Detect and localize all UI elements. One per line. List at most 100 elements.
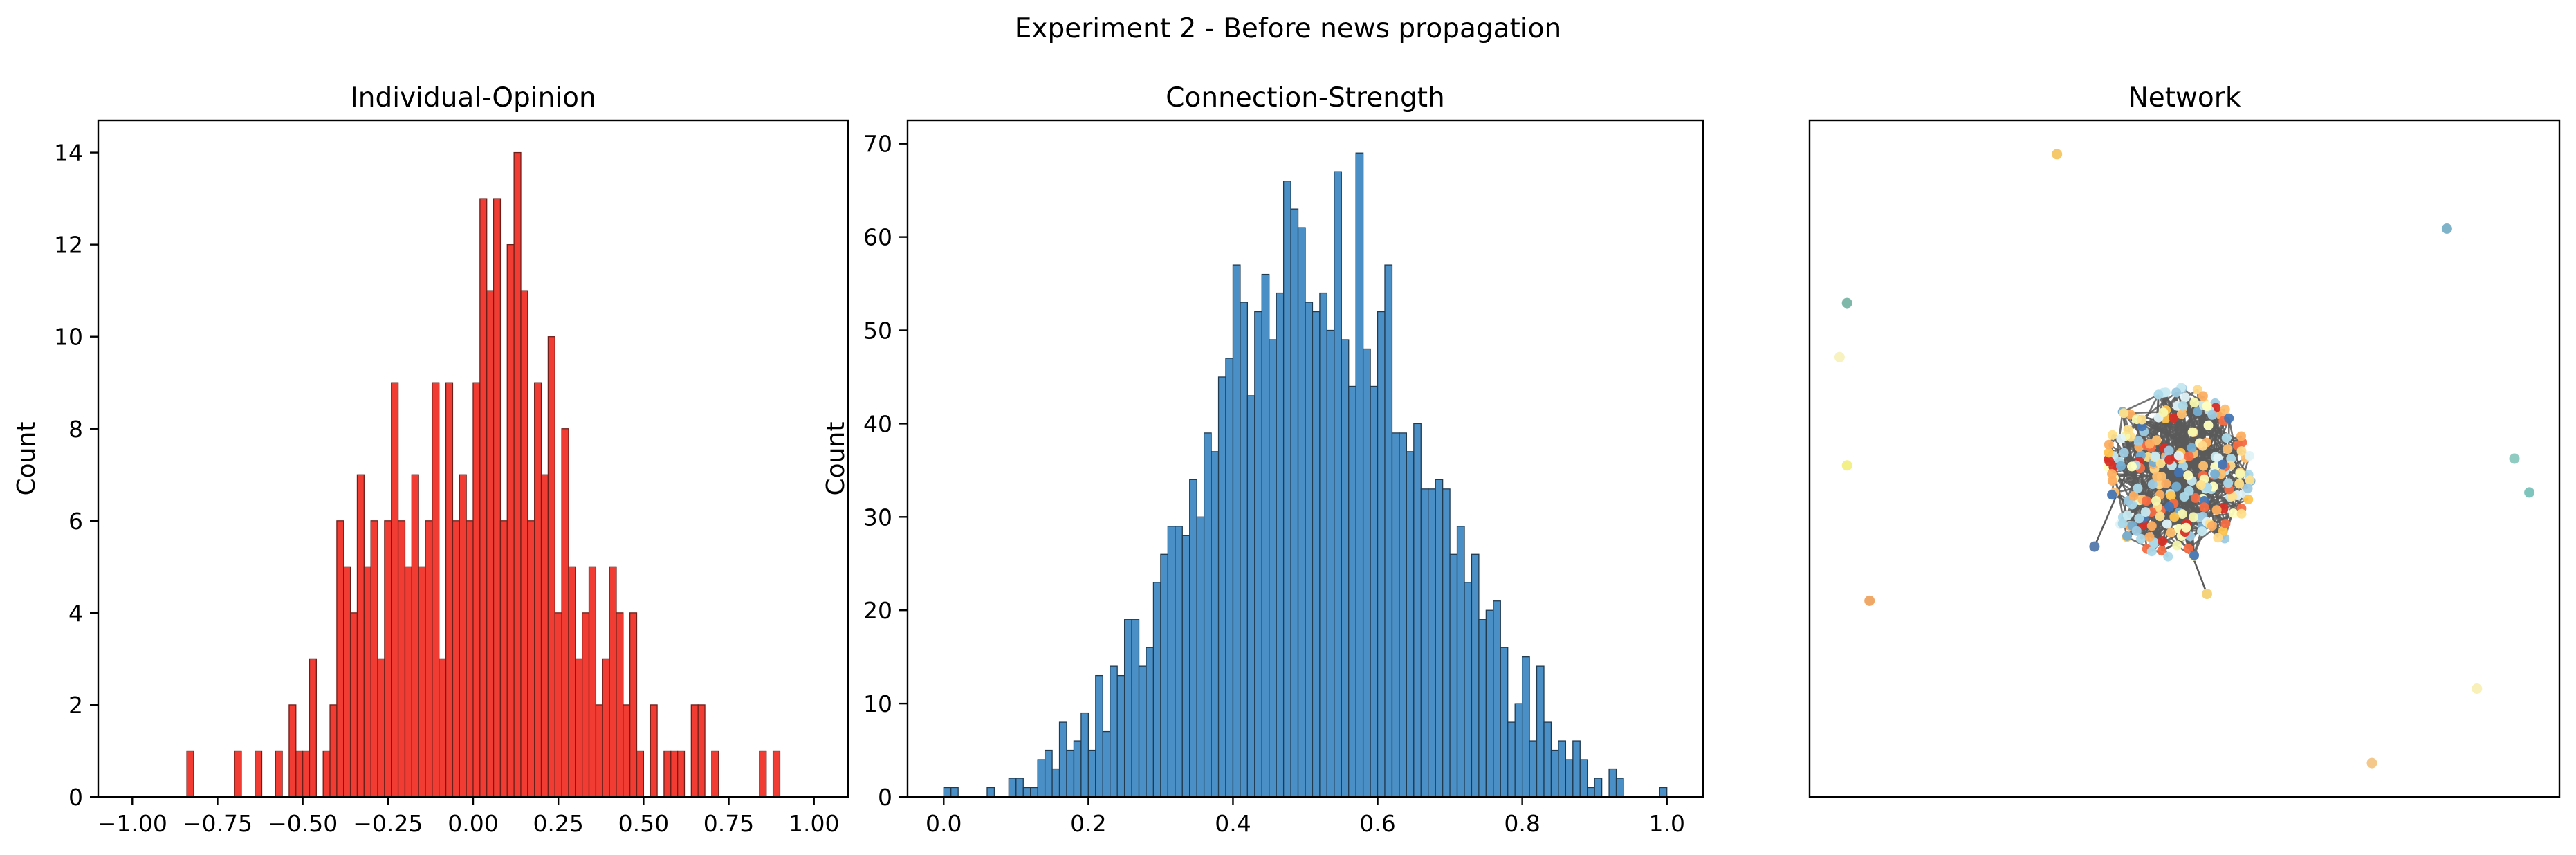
- x-tick-label: 0.75: [703, 810, 754, 837]
- bar: [943, 787, 952, 798]
- network-node-isolated: [2202, 589, 2212, 600]
- bar: [1305, 302, 1314, 798]
- network-edge: [2093, 431, 2145, 547]
- network-node: [2183, 544, 2193, 554]
- bar: [1167, 526, 1176, 798]
- bar: [384, 520, 392, 798]
- x-tick-label: 0.2: [1070, 810, 1106, 837]
- bar: [1543, 721, 1552, 798]
- bar: [1246, 395, 1255, 798]
- x-tick-label: 0.6: [1359, 810, 1395, 837]
- network-node: [2198, 391, 2208, 401]
- bar: [322, 750, 331, 798]
- network-node: [2202, 401, 2212, 411]
- network-node: [2184, 451, 2194, 461]
- network-node: [2224, 413, 2234, 423]
- network-node: [2174, 468, 2184, 478]
- network-node-isolated: [1834, 351, 1845, 362]
- panel-title: Connection-Strength: [1166, 82, 1444, 113]
- y-tick-label: 2: [68, 692, 83, 719]
- bar: [445, 382, 454, 798]
- network-node: [2158, 536, 2168, 546]
- network-node: [2184, 486, 2194, 496]
- bar: [697, 704, 706, 798]
- bars: [943, 152, 1668, 798]
- bar: [1384, 264, 1393, 798]
- network-node: [2223, 478, 2234, 488]
- bar: [432, 382, 440, 798]
- network-node: [2119, 408, 2129, 419]
- bar: [1175, 526, 1183, 798]
- network-node: [2146, 521, 2157, 531]
- bar: [486, 290, 495, 798]
- bar: [1362, 348, 1371, 798]
- y-tick-label: 40: [863, 410, 892, 437]
- network-node: [2166, 490, 2176, 501]
- network-node: [2221, 433, 2232, 443]
- network-node: [2104, 448, 2114, 458]
- bar: [404, 566, 412, 798]
- bar: [1449, 553, 1458, 798]
- bar: [411, 474, 419, 798]
- bar: [1102, 730, 1111, 798]
- y-tick-label: 50: [863, 318, 892, 344]
- network-node: [2189, 550, 2199, 560]
- network-node: [2198, 441, 2208, 451]
- bar: [582, 612, 590, 798]
- bar: [1297, 227, 1306, 798]
- bar: [343, 566, 351, 798]
- bar: [1044, 749, 1053, 798]
- bar: [1406, 451, 1415, 798]
- bar: [1217, 376, 1226, 798]
- network-node: [2203, 420, 2214, 430]
- network-node-isolated: [2509, 453, 2520, 464]
- y-tick-label: 70: [863, 131, 892, 158]
- bar: [254, 750, 263, 798]
- axes-frame: [1808, 119, 2561, 798]
- bar: [534, 382, 542, 798]
- y-tick-label: 8: [68, 416, 83, 443]
- x-tick-label: 1.0: [1648, 810, 1684, 837]
- bar: [1030, 787, 1038, 798]
- network-node: [2213, 533, 2223, 543]
- network-node: [2207, 521, 2217, 531]
- bar: [1471, 553, 1480, 798]
- network-node: [2119, 448, 2129, 458]
- network-node: [2116, 461, 2126, 471]
- network-node: [2218, 459, 2227, 470]
- network-node: [2161, 479, 2171, 489]
- bar: [356, 474, 365, 798]
- network-node: [2193, 406, 2203, 416]
- network-node: [2243, 495, 2254, 504]
- bar: [309, 658, 317, 798]
- bar: [1080, 712, 1089, 798]
- bar: [1181, 535, 1190, 798]
- network-node: [2199, 502, 2209, 513]
- panel-title: Individual-Opinion: [350, 82, 596, 113]
- figure-suptitle: Experiment 2 - Before news propagation: [1015, 13, 1561, 44]
- bar: [418, 566, 426, 798]
- bar: [561, 428, 569, 798]
- bar: [602, 658, 610, 798]
- network-node: [2169, 512, 2180, 522]
- bar: [527, 520, 535, 798]
- network-node: [2133, 436, 2144, 446]
- bar: [1334, 171, 1342, 798]
- bar: [540, 474, 549, 798]
- bar: [1152, 582, 1161, 798]
- x-tick-label: 0.00: [448, 810, 498, 837]
- bar: [1196, 516, 1205, 798]
- bar: [1355, 152, 1364, 798]
- network-node: [2150, 451, 2160, 461]
- bar: [1095, 674, 1103, 798]
- bar: [520, 290, 528, 798]
- bar: [1348, 385, 1356, 798]
- panel-connection-strength: 0.0 0.2 0.4 0.6 0.8 1.0 0 10 20 30 40 50 60 70 Connect…: [822, 82, 1704, 837]
- bar: [1312, 311, 1321, 798]
- network-node-isolated: [2441, 223, 2452, 234]
- y-tick-label: 60: [863, 224, 892, 251]
- network-node: [2244, 451, 2254, 461]
- bar: [1051, 768, 1060, 798]
- network-node: [2107, 430, 2117, 440]
- bar: [275, 750, 283, 798]
